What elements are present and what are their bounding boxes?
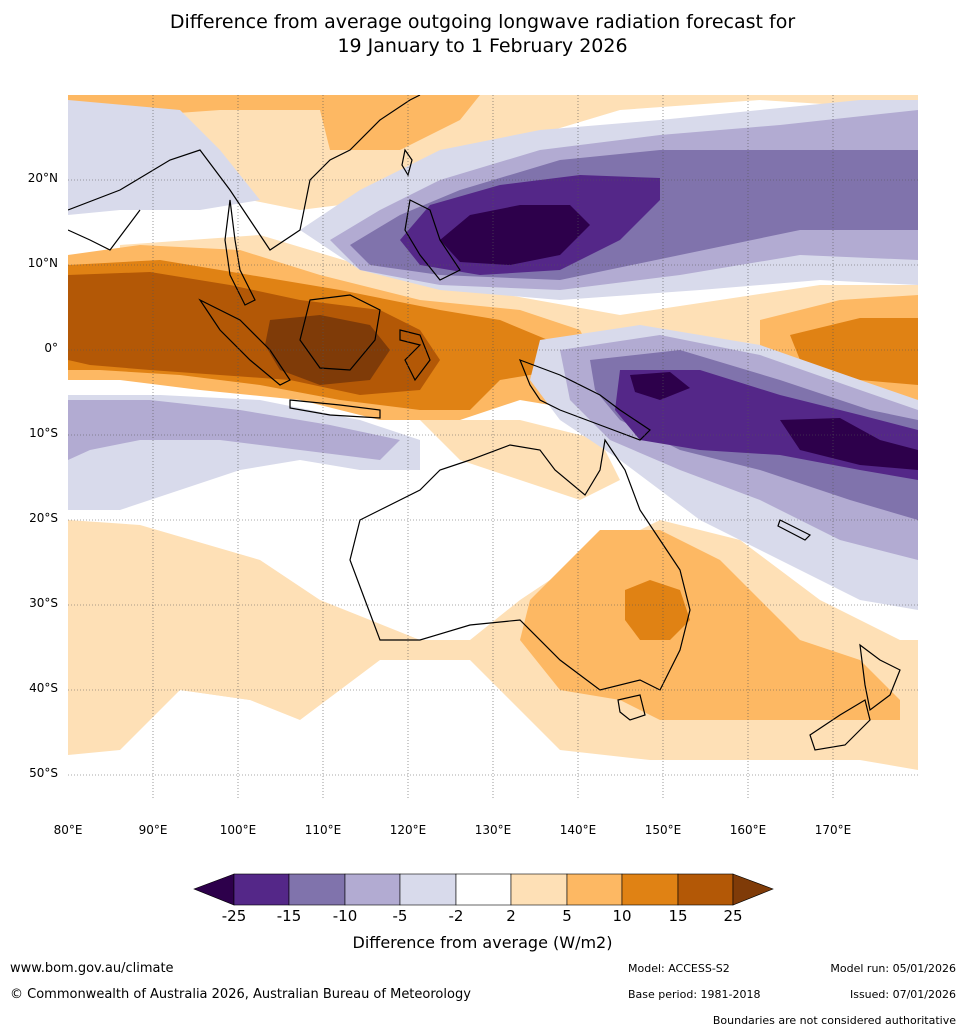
footer-model: Model: ACCESS-S2 (628, 962, 730, 975)
anomaly-region-minus5-indian (68, 400, 400, 460)
coastline-australia (349, 438, 691, 691)
footer-disclaimer: Boundaries are not considered authoritat… (712, 1014, 956, 1027)
colorbar-bin-9 (677, 873, 734, 906)
anomaly-region-minus25-north-pacific (440, 205, 590, 265)
lat-label-20n: 20°N (27, 171, 58, 185)
lat-label-40s: 40°S (29, 681, 58, 695)
colorbar-extend-low (193, 873, 235, 906)
anomaly-region-plus5-north (68, 95, 480, 150)
anomaly-region-minus25-solomon-sea (630, 372, 690, 400)
lat-label-50s: 50°S (29, 766, 58, 780)
lat-label-10n: 10°N (27, 256, 58, 270)
colorbar-bin-2 (288, 873, 346, 906)
colorbar-tick-minus15: -15 (276, 907, 302, 925)
anomaly-region-plus2-timor (420, 420, 620, 500)
anomaly-region-minus2-northwest (68, 100, 260, 215)
coastline-india (68, 209, 141, 251)
coastline-new-caledonia (777, 519, 812, 541)
coastline-sulawesi (399, 329, 431, 382)
coastline-java (289, 399, 381, 419)
lat-label-10s: 10°S (29, 426, 58, 440)
colorbar-tick-minus25: -25 (221, 907, 247, 925)
coastline-taiwan (401, 148, 413, 177)
anomaly-region-plus10-east-pacific (790, 318, 918, 385)
colorbar-extend-high (732, 873, 774, 906)
anomaly-region-plus5-australia (520, 530, 900, 720)
footer-website[interactable]: www.bom.gov.au/climate (10, 961, 174, 976)
coastline-asia-mainland (68, 95, 421, 251)
lon-label-110e: 110°E (304, 823, 342, 837)
colorbar-tick-plus15: 15 (668, 907, 688, 925)
footer-issued: Issued: 07/01/2026 (849, 988, 956, 1001)
colorbar-tick-minus10: -10 (332, 907, 358, 925)
chart-title: Difference from average outgoing longwav… (0, 10, 965, 58)
colorbar-bin-4 (399, 873, 457, 906)
lon-label-160e: 160°E (729, 823, 767, 837)
coastlines (68, 95, 901, 751)
title-line-2: 19 January to 1 February 2026 (337, 35, 628, 57)
anomaly-region-plus10-australia (625, 580, 690, 640)
coastline-new-guinea (518, 358, 651, 441)
lon-label-100e: 100°E (219, 823, 257, 837)
lon-label-130e: 130°E (474, 823, 512, 837)
lon-label-90e: 90°E (138, 823, 168, 837)
colorbar-tick-plus5: 5 (562, 907, 572, 925)
coastline-philippines (404, 199, 461, 281)
colorbar-tick-plus2: 2 (506, 907, 516, 925)
coastline-tasmania (617, 694, 646, 721)
colorbar-title: Difference from average (W/m2) (352, 933, 613, 952)
colorbar-bin-7 (566, 873, 623, 906)
anomaly-region-minus25-coral-sea (780, 418, 918, 470)
colorbar (193, 873, 774, 906)
lat-label-30s: 30°S (29, 596, 58, 610)
coastline-new-zealand-south (809, 699, 871, 751)
colorbar-tick-plus10: 10 (612, 907, 632, 925)
lon-label-140e: 140°E (559, 823, 597, 837)
coastline-borneo (299, 294, 381, 371)
colorbar-tick-plus25: 25 (723, 907, 743, 925)
lon-label-120e: 120°E (389, 823, 427, 837)
anomaly-field (68, 95, 918, 800)
colorbar-tick-minus5: -5 (392, 907, 408, 925)
coastline-sumatra (198, 298, 291, 386)
lat-label-0: 0° (44, 341, 58, 355)
colorbar-tick-minus2: -2 (448, 907, 464, 925)
footer-copyright: © Commonwealth of Australia 2026, Austra… (10, 987, 471, 1002)
footer-model-run: Model run: 05/01/2026 (830, 962, 956, 975)
title-line-1: Difference from average outgoing longwav… (169, 11, 796, 33)
colorbar-bin-5 (455, 873, 512, 906)
lat-label-20s: 20°S (29, 511, 58, 525)
lon-label-150e: 150°E (644, 823, 682, 837)
footer-base-period: Base period: 1981-2018 (628, 988, 761, 1001)
graticule (68, 95, 918, 800)
colorbar-bin-3 (344, 873, 401, 906)
lon-label-80e: 80°E (53, 823, 83, 837)
colorbar-bin-6 (510, 873, 568, 906)
colorbar-bin-8 (621, 873, 679, 906)
lon-label-170e: 170°E (814, 823, 852, 837)
anomaly-region-plus25-borneo (265, 315, 390, 385)
coastline-new-zealand-north (859, 643, 901, 712)
colorbar-bin-1 (233, 873, 290, 906)
coastline-malay-peninsula (224, 199, 256, 306)
